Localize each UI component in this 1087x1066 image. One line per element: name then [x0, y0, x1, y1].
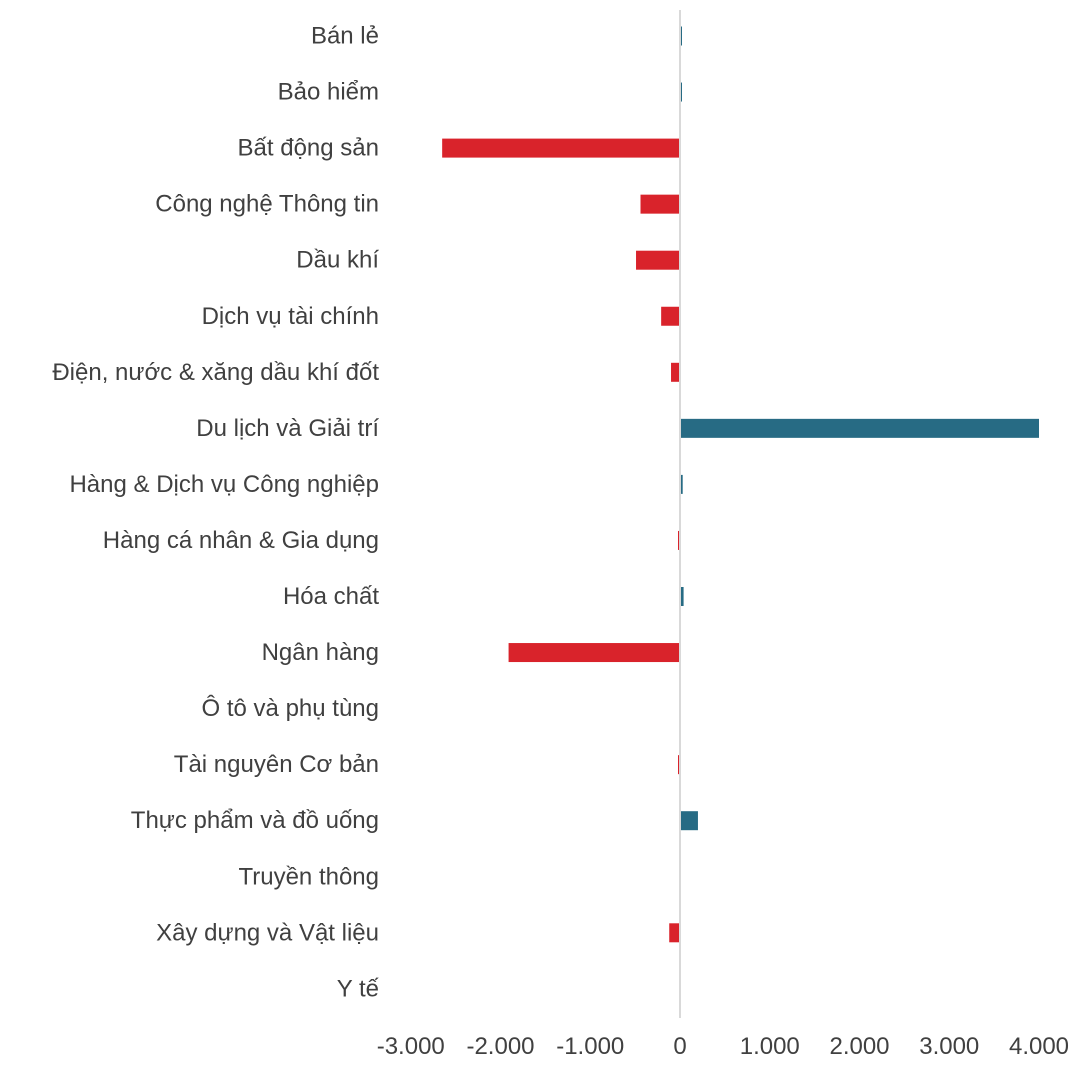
category-label-7: Du lịch và Giải trí: [196, 415, 379, 442]
x-tick-label-7: 4.000: [1009, 1033, 1069, 1060]
bar-6: [671, 362, 680, 382]
category-label-1: Bảo hiểm: [278, 79, 379, 106]
category-label-2: Bất động sản: [238, 135, 379, 162]
category-label-10: Hóa chất: [283, 583, 379, 610]
x-tick-label-0: -3.000: [377, 1033, 445, 1060]
category-labels: Bán lẻ Bảo hiểm Bất động sản Công nghệ Thôn…: [52, 23, 379, 1003]
bars-group: [442, 26, 1039, 943]
category-label-14: Thực phẩm và đồ uống: [131, 807, 379, 834]
bar-10: [680, 587, 684, 606]
bar-14: [680, 811, 698, 831]
bar-2: [442, 138, 680, 158]
bar-16: [669, 923, 680, 943]
category-label-8: Hàng & Dịch vụ Công nghiệp: [69, 471, 379, 498]
category-label-11: Ngân hàng: [262, 639, 379, 666]
category-label-4: Dầu khí: [296, 247, 379, 274]
category-label-12: Ô tô và phụ tùng: [202, 694, 379, 722]
category-label-6: Điện, nước & xăng dầu khí đốt: [52, 359, 379, 386]
bar-5: [661, 306, 680, 326]
category-label-9: Hàng cá nhân & Gia dụng: [103, 527, 379, 554]
bar-11: [508, 643, 680, 663]
bar-4: [636, 250, 680, 270]
x-tick-label-2: -1.000: [556, 1033, 624, 1060]
category-label-16: Xây dựng và Vật liệu: [156, 919, 379, 946]
category-label-0: Bán lẻ: [311, 23, 379, 50]
x-tick-label-4: 1.000: [740, 1033, 800, 1060]
category-label-17: Y tế: [337, 975, 380, 1002]
x-tick-label-5: 2.000: [829, 1033, 889, 1060]
category-label-3: Công nghệ Thông tin: [155, 191, 379, 218]
category-label-5: Dịch vụ tài chính: [202, 303, 379, 330]
category-label-15: Truyền thông: [238, 863, 379, 890]
bar-7: [680, 418, 1039, 438]
bar-3: [640, 194, 680, 214]
x-tick-labels: -3.000 -2.000 -1.000 0 1.000 2.000 3.000 4.000: [377, 1033, 1069, 1060]
category-label-13: Tài nguyên Cơ bản: [174, 751, 379, 778]
x-tick-label-1: -2.000: [466, 1033, 534, 1060]
bar-8: [680, 474, 683, 494]
x-tick-label-6: 3.000: [919, 1033, 979, 1060]
x-tick-label-3: 0: [673, 1033, 686, 1060]
